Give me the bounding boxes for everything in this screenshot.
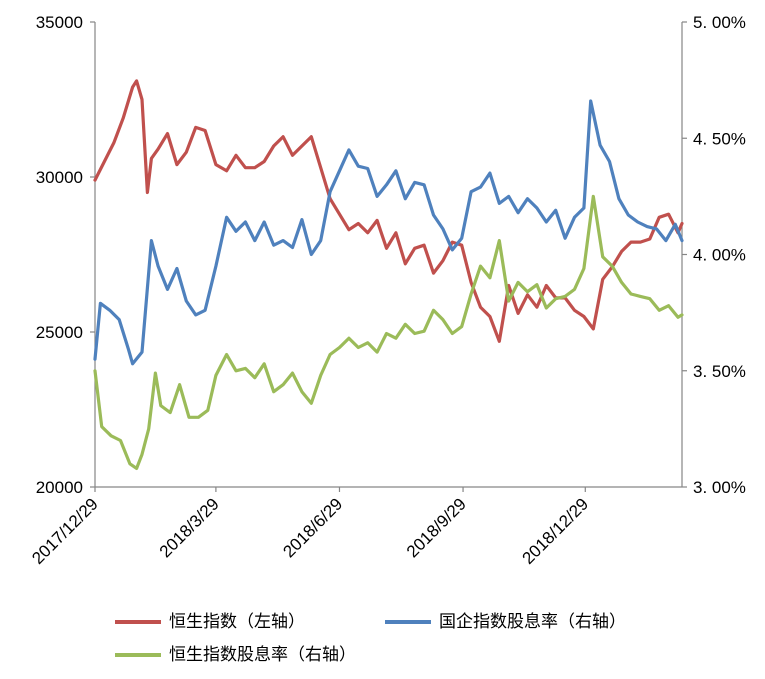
series-line-1 — [93, 99, 684, 366]
left-tick-label: 25000 — [36, 323, 83, 342]
left-tick-label: 35000 — [36, 13, 83, 32]
x-axis-ticks: 2017/12/29 2018/3/29 2018/6/29 2018/9/29 201… — [28, 487, 592, 568]
right-tick-label: 3. 00% — [693, 478, 746, 497]
x-tick-label: 2018/12/29 — [519, 494, 593, 568]
legend-item-hsi: 恒生指数（左轴） — [115, 607, 305, 632]
x-tick-label: 2017/12/29 — [28, 494, 102, 568]
legend-swatch-hsi-yield — [115, 653, 161, 657]
series-layer — [93, 79, 684, 470]
right-tick-label: 3. 50% — [693, 362, 746, 381]
x-tick-label: 2018/9/29 — [403, 494, 470, 561]
series-line-2 — [93, 194, 684, 470]
left-tick-label: 20000 — [36, 478, 83, 497]
right-axis-ticks: 3. 00% 3. 50% 4. 00% 4. 50% 5. 00% — [682, 13, 746, 497]
legend-label-hsi: 恒生指数（左轴） — [169, 612, 305, 632]
x-tick-label: 2018/3/29 — [156, 494, 223, 561]
right-tick-label: 5. 00% — [693, 13, 746, 32]
legend-item-hscei-yield: 国企指数股息率（右轴） — [385, 607, 626, 632]
right-tick-label: 4. 00% — [693, 246, 746, 265]
right-tick-label: 4. 50% — [693, 129, 746, 148]
series-line-0 — [93, 79, 684, 343]
left-axis-ticks: 20000 25000 30000 35000 — [36, 13, 95, 497]
legend-swatch-hscei-yield — [385, 620, 431, 624]
plot-axes — [94, 22, 683, 488]
legend-swatch-hsi — [115, 620, 161, 624]
legend-label-hsi-yield: 恒生指数股息率（右轴） — [169, 645, 356, 665]
legend-item-hsi-yield: 恒生指数股息率（右轴） — [115, 640, 356, 665]
x-tick-label: 2018/6/29 — [279, 494, 346, 561]
left-tick-label: 30000 — [36, 168, 83, 187]
legend-label-hscei-yield: 国企指数股息率（右轴） — [439, 612, 626, 632]
